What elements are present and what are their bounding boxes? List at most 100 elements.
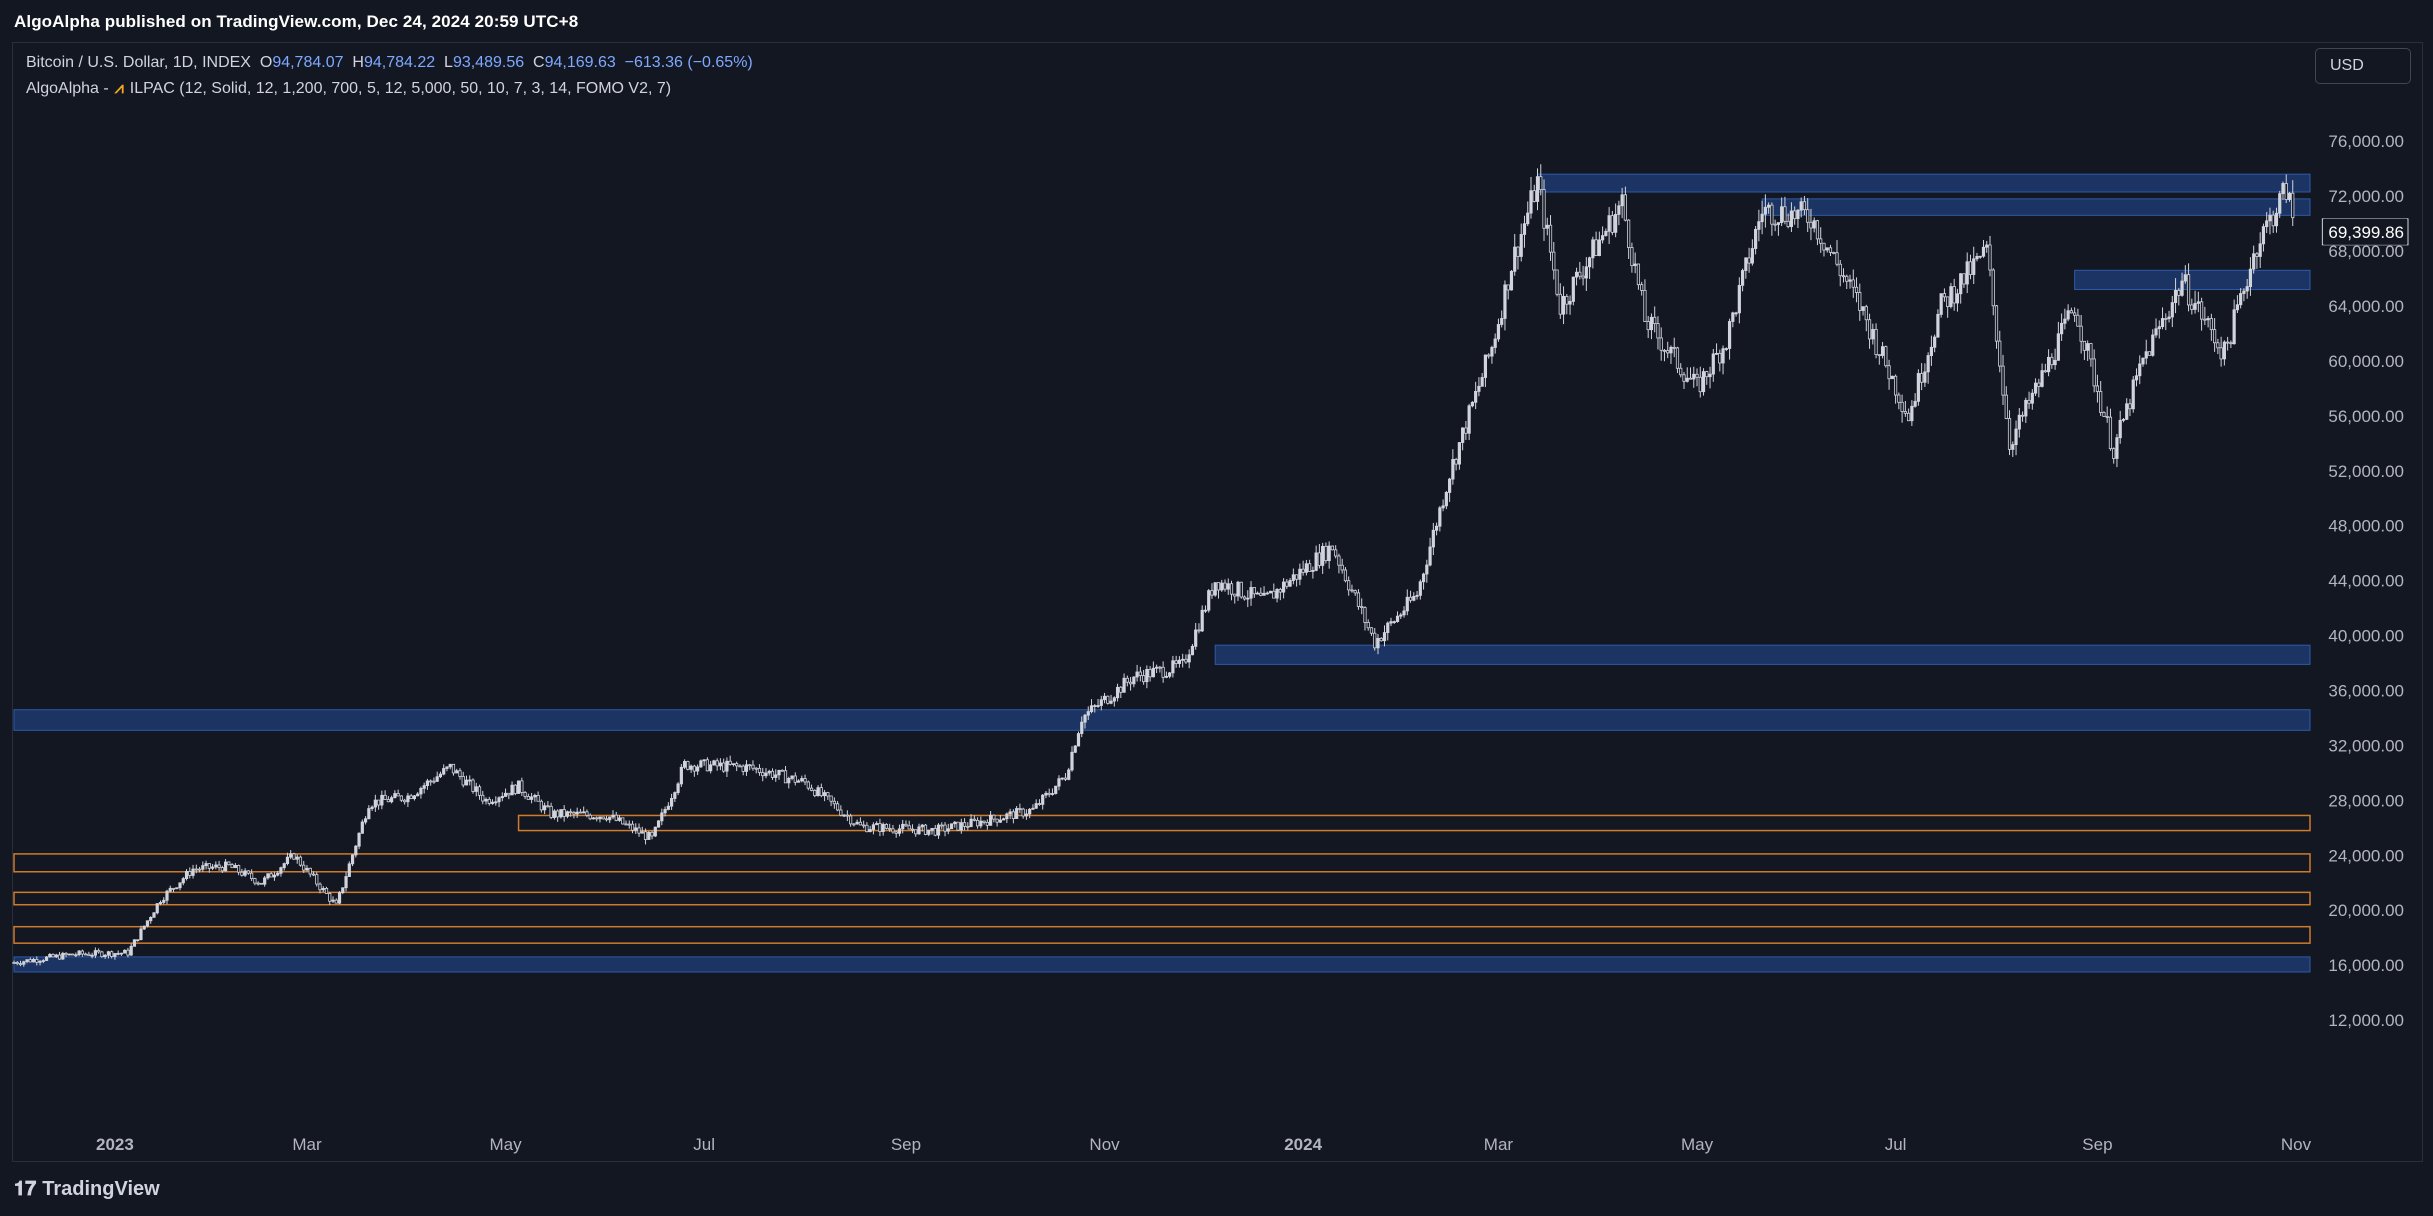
candle [1474, 381, 1478, 410]
candle [1428, 537, 1432, 567]
candle-body [2177, 290, 2181, 296]
candle [904, 820, 908, 827]
candle [1558, 283, 1562, 319]
candle-body [624, 823, 628, 826]
candle [35, 956, 39, 966]
candle [709, 760, 713, 774]
candle-body [289, 853, 293, 858]
candle [1210, 583, 1214, 599]
candle-body [1526, 212, 1530, 225]
candle-body [562, 809, 566, 817]
candle [474, 782, 478, 797]
candle-body [523, 792, 527, 797]
candle-body [1535, 176, 1540, 202]
candle [188, 867, 192, 879]
candle-body [116, 952, 120, 955]
candle [2291, 180, 2295, 227]
candle-body [1389, 621, 1393, 624]
candle-body [487, 798, 491, 804]
time-axis-label: Nov [2281, 1135, 2312, 1154]
candle [1666, 341, 1670, 359]
candle-body [311, 873, 316, 876]
price-axis-label: 36,000.00 [2328, 681, 2404, 700]
candle-body [2265, 220, 2269, 228]
candle [1835, 240, 1839, 267]
candle-body [1321, 545, 1325, 566]
candle [1278, 587, 1282, 601]
candle [1490, 345, 1494, 364]
candle-body [1184, 658, 1188, 663]
indicator-legend[interactable]: AlgoAlpha - ⩘ ILPAC (12, Solid, 12, 1,200,… [26, 80, 671, 98]
candle-body [1890, 375, 1894, 380]
candle [1646, 315, 1650, 339]
candle [800, 775, 804, 783]
candle [1571, 276, 1575, 306]
candle-body [1627, 219, 1631, 248]
price-axis-label: 40,000.00 [2328, 627, 2404, 646]
candle [1226, 578, 1230, 595]
candle-body [276, 872, 280, 876]
close-value: 94,169.63 [544, 54, 616, 71]
candle [1656, 316, 1660, 350]
candle [1669, 345, 1673, 364]
candle-body [2112, 448, 2116, 459]
candle-body [1050, 793, 1055, 795]
candle-body [416, 793, 420, 797]
candle [455, 768, 459, 774]
candle [1197, 623, 1201, 634]
candle [894, 830, 898, 838]
candle [696, 764, 700, 776]
candle-body [445, 766, 449, 769]
candle-body [1936, 314, 1940, 338]
candle-body [2131, 379, 2135, 410]
candle-body [1581, 275, 1585, 279]
candle-body [256, 882, 260, 885]
candle [399, 795, 403, 803]
candle [617, 815, 622, 822]
candle-body [855, 821, 859, 825]
candle [162, 897, 166, 905]
candle [790, 775, 794, 781]
candle [1184, 654, 1188, 664]
currency-button[interactable]: USD [2315, 48, 2411, 84]
candle [1083, 713, 1087, 729]
candle [637, 823, 641, 837]
candle-body [243, 870, 247, 876]
candle-body [412, 795, 417, 800]
candle-body [93, 950, 97, 956]
candle-body [2154, 328, 2158, 336]
candle [2033, 378, 2038, 396]
candle [2180, 272, 2184, 297]
candle-body [2079, 325, 2083, 342]
candle-body [155, 903, 159, 914]
candle [305, 865, 309, 872]
candle [1783, 196, 1787, 225]
candle [855, 819, 859, 825]
candle-body [2252, 253, 2256, 270]
candle [1721, 345, 1725, 375]
candle-body [1701, 371, 1706, 393]
candle [233, 863, 237, 869]
tradingview-logo[interactable]: 𝟏𝟕 TradingView [14, 1178, 160, 1201]
candle-body [1464, 427, 1468, 434]
candle [1161, 661, 1165, 683]
candle [930, 827, 934, 835]
candle-body [2219, 347, 2223, 360]
candle [1500, 310, 1504, 328]
candle [2157, 320, 2161, 339]
candle [1203, 605, 1208, 613]
candle-body [1793, 210, 1797, 220]
candle-body [386, 799, 390, 803]
symbol-legend[interactable]: Bitcoin / U.S. Dollar, 1D, INDEX O94,784… [26, 54, 753, 72]
candle-body [1561, 296, 1566, 315]
candle [106, 950, 111, 959]
candle [549, 802, 553, 820]
candle-body [1376, 637, 1380, 649]
candle-body [930, 827, 934, 831]
candle [1809, 208, 1813, 241]
price-axis-label: 76,000.00 [2328, 132, 2404, 151]
candle-body [1337, 555, 1341, 566]
candle-body [966, 825, 970, 828]
candle-body [1369, 627, 1374, 634]
